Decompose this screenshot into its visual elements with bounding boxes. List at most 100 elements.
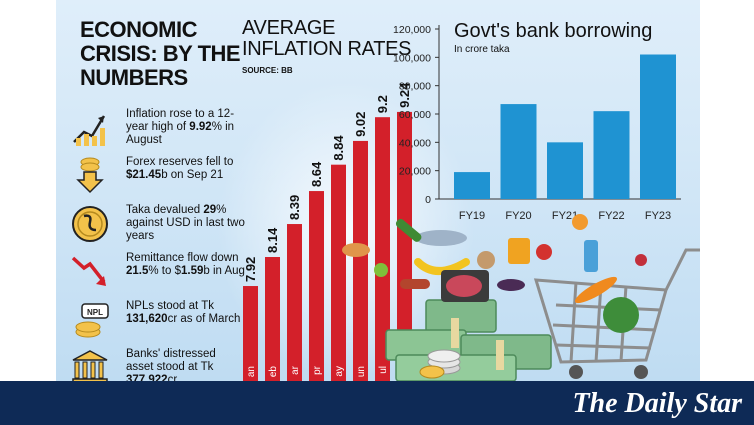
fact-text-part: b in Aug: [203, 265, 245, 277]
inflation-title-line: AVERAGE: [242, 17, 336, 39]
footer-bar: [0, 381, 754, 425]
jar-icon: [508, 238, 530, 264]
borrowing-bar: [454, 172, 490, 199]
croissant-icon: [342, 243, 370, 257]
inflation-bar: [243, 286, 258, 381]
sausage-icon: [400, 279, 430, 289]
inflation-title: AVERAGE INFLATION RATES: [242, 17, 412, 60]
berry-icon: [635, 254, 647, 266]
npl-coins-icon: NPL: [75, 303, 109, 338]
inflation-chart: 7.92 an 8.14 eb 8.39 ar 8.64 pr 8.84 ay 9.02 un 9.2 u…: [243, 82, 412, 381]
fact-text: Remittance flow down 21.5% to $1.59b in …: [126, 252, 246, 278]
steak-icon: [446, 275, 482, 297]
fact-text-part: 377,922: [126, 374, 168, 381]
headline: ECONOMIC CRISIS: BY THE NUMBERS: [80, 18, 250, 90]
inflation-bar: [375, 117, 390, 381]
borrowing-y-tick-label: 60,000: [399, 109, 431, 121]
fact-text-part: % in August: [126, 121, 235, 146]
borrowing-category-label: FY20: [505, 210, 531, 222]
headline-line: ECONOMIC: [80, 17, 198, 42]
headline-line: CRISIS: BY THE: [80, 41, 241, 66]
lime-icon: [374, 263, 388, 277]
taka-coin-icon: [72, 206, 108, 242]
borrowing-y-tick-label: 120,000: [393, 24, 431, 36]
inflation-month-label: un: [356, 366, 367, 377]
mushroom-icon: [477, 251, 495, 269]
borrowing-chart: 0 20,000 40,000 60,000 80,000 100,000 120,000 F…: [393, 24, 681, 222]
inflation-month-label: ar: [290, 365, 301, 375]
inflation-bar: [353, 140, 368, 381]
infographic-panel: ECONOMIC CRISIS: BY THE NUMBERS Inflatio…: [56, 0, 700, 381]
borrowing-bar: [500, 104, 537, 199]
grocery-illustration: [342, 214, 700, 381]
inflation-bar: [331, 164, 346, 381]
carrot-icon: [575, 276, 617, 304]
fact-text-part: 131,620: [126, 313, 168, 325]
fact-text-part: NPLs stood at Tk: [126, 300, 214, 312]
borrowing-title: Govt's bank borrowing: [454, 20, 653, 42]
fact-text-part: Inflation rose to a 12-year high of: [126, 108, 235, 133]
inflation-bar: [397, 111, 412, 381]
fact-text-part: cr as of March: [167, 313, 241, 325]
fact-text-part: $21.45: [126, 169, 162, 181]
fact-text-part: Banks' distressed asset stood at Tk: [126, 348, 216, 373]
inflation-value-label: 7.92: [243, 257, 258, 282]
growth-chart-icon: [73, 115, 106, 146]
inflation-month-label: an: [246, 366, 257, 377]
fact-text-part: 1.59: [181, 265, 204, 277]
fact-text-part: b on Sep 21: [161, 169, 224, 181]
falling-arrow-icon: [71, 256, 106, 286]
fact-text: NPLs stood at Tk 131,620cr as of March: [126, 300, 246, 326]
broccoli-icon: [603, 297, 639, 333]
inflation-value-label: 9.24: [397, 82, 412, 108]
fact-text-part: Remittance flow down: [126, 252, 239, 264]
inflation-month-label: ay: [334, 366, 345, 377]
fact-text: Inflation rose to a 12-year high of 9.92…: [126, 108, 246, 147]
inflation-month-label: ul: [378, 366, 389, 374]
inflation-bar: [287, 224, 302, 381]
fact-item: NPL NPLs stood at Tk 131,620cr as of Marc…: [70, 300, 246, 344]
fact-text: Forex reserves fell to $21.45b on Sep 21: [126, 156, 246, 182]
fact-item: Inflation rose to a 12-year high of 9.92…: [70, 108, 246, 152]
fact-item: Forex reserves fell to $21.45b on Sep 21: [70, 156, 246, 200]
fact-text: Banks' distressed asset stood at Tk 377,…: [126, 348, 246, 381]
banana-icon: [414, 258, 470, 275]
inflation-month-label: eb: [268, 366, 279, 378]
fact-text-part: Taka devalued: [126, 204, 204, 216]
brand-logo: The Daily Star: [572, 388, 742, 419]
inflation-value-label: 8.84: [331, 135, 346, 161]
inflation-source: SOURCE: BB: [242, 66, 293, 75]
tomato-icon: [536, 244, 552, 260]
money-stack-icon: [385, 299, 552, 381]
orange-icon: [572, 214, 588, 230]
down-arrow-coins-icon: [76, 157, 104, 194]
borrowing-bar: [593, 111, 630, 199]
borrowing-y-tick-label: 40,000: [399, 137, 431, 149]
fact-text-part: % against USD in last two years: [126, 204, 245, 242]
borrowing-category-label: FY19: [459, 210, 485, 222]
headline-line: NUMBERS: [80, 65, 188, 90]
eggplant-icon: [497, 279, 525, 291]
fact-item: Banks' distressed asset stood at Tk 377,…: [70, 348, 246, 381]
borrowing-y-tick-label: 20,000: [399, 166, 431, 178]
fact-text-part: % to $: [148, 265, 181, 277]
inflation-value-label: 8.39: [287, 195, 302, 220]
inflation-value-label: 8.14: [265, 227, 280, 253]
fact-item: Remittance flow down 21.5% to $1.59b in …: [70, 252, 246, 296]
borrowing-category-label: FY21: [552, 210, 578, 222]
fact-text-part: 21.5: [126, 265, 149, 277]
inflation-bar: [309, 191, 324, 381]
borrowing-y-tick-label: 0: [425, 194, 431, 206]
shopping-cart-icon: [533, 248, 700, 364]
fact-text-part: 9.92: [189, 121, 212, 133]
inflation-value-label: 9.2: [375, 95, 390, 113]
borrowing-y-tick-label: 100,000: [393, 52, 431, 64]
borrowing-category-label: FY23: [645, 210, 671, 222]
fact-text-part: 29: [203, 204, 217, 216]
inflation-value-label: 8.64: [309, 161, 324, 187]
inflation-month-label: pr: [312, 365, 323, 375]
borrowing-y-tick-label: 80,000: [399, 81, 431, 93]
borrowing-category-label: FY22: [598, 210, 624, 222]
coins-icon: [419, 349, 461, 379]
inflation-bar: [265, 257, 280, 381]
